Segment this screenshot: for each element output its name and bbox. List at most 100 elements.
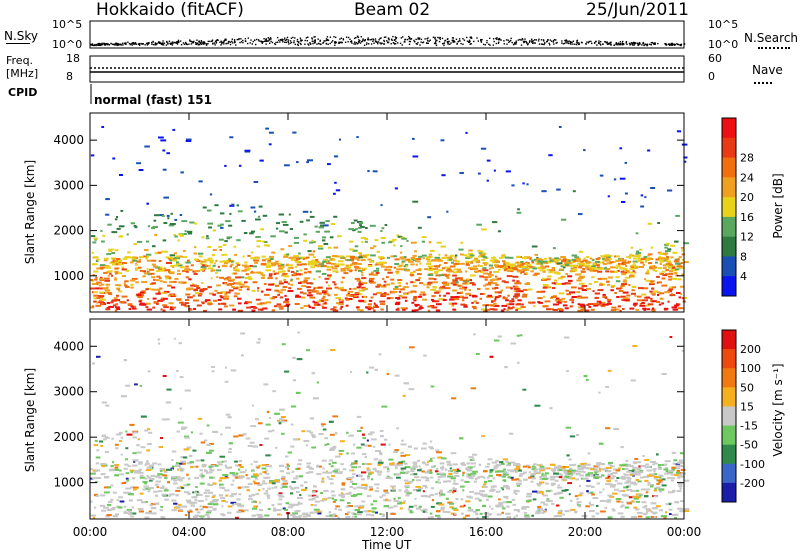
noise-point <box>372 38 374 40</box>
velocity-cell <box>429 471 433 474</box>
noise-point <box>452 41 454 43</box>
velocity-cell <box>408 509 413 512</box>
power-cell <box>494 286 499 289</box>
power-cell <box>542 295 546 298</box>
velocity-cell <box>513 491 516 494</box>
power-cell <box>580 260 584 263</box>
velocity-cell <box>555 515 558 518</box>
noise-point <box>311 37 313 39</box>
power-cell <box>459 262 465 265</box>
power-cell <box>138 256 144 259</box>
power-cell <box>588 306 592 308</box>
power-cell <box>492 256 496 259</box>
velocity-cell <box>505 460 509 463</box>
power-cell <box>400 257 405 260</box>
power-cell <box>618 258 624 260</box>
noise-point <box>338 41 340 43</box>
power-cell <box>276 303 282 306</box>
power-cell <box>602 283 606 286</box>
power-cell <box>184 261 188 264</box>
velocity-cell <box>536 463 539 466</box>
velocity-cell <box>435 481 439 484</box>
power-cell <box>121 266 125 269</box>
power-cell <box>554 299 558 302</box>
noise-point <box>225 38 227 41</box>
power-cell <box>501 254 505 257</box>
power-cell <box>638 266 644 268</box>
beam-title: Beam 02 <box>354 0 431 20</box>
velocity-cell <box>379 513 382 515</box>
velocity-cell <box>476 476 480 479</box>
velocity-cell <box>322 471 328 474</box>
velocity-cell <box>431 465 435 468</box>
power-cell <box>646 296 651 299</box>
velocity-cell <box>502 501 508 504</box>
noise-point <box>456 42 458 45</box>
power-cell <box>523 273 528 275</box>
power-cell <box>142 275 146 278</box>
velocity-cell <box>636 467 640 470</box>
velocity-cell <box>324 498 327 501</box>
velocity-cell <box>404 485 410 488</box>
power-cell <box>514 293 520 296</box>
power-cell <box>619 257 623 260</box>
velocity-cell <box>544 467 551 470</box>
velocity-cell <box>292 512 298 515</box>
noise-point <box>345 36 348 38</box>
velocity-cell <box>549 407 553 410</box>
noise-point <box>633 42 636 44</box>
velocity-cell <box>301 430 306 433</box>
noise-point <box>105 43 108 45</box>
velocity-cell <box>510 470 514 473</box>
noise-point <box>227 40 230 43</box>
velocity-cell <box>205 511 212 514</box>
velocity-cell <box>452 468 457 471</box>
power-cell <box>196 304 202 307</box>
power-cell <box>412 137 415 140</box>
velocity-cell <box>462 474 465 477</box>
power-cell <box>630 275 635 278</box>
power-cell <box>592 290 595 293</box>
power-cell <box>362 255 367 258</box>
power-cell <box>345 298 350 301</box>
power-cell <box>612 261 616 263</box>
power-cell <box>583 257 586 260</box>
power-cell <box>308 271 312 274</box>
noise-point <box>680 43 683 45</box>
noise-point <box>269 42 271 44</box>
velocity-cell <box>571 471 575 474</box>
power-cell <box>672 308 678 311</box>
noise-point <box>638 42 641 44</box>
power-cell <box>200 260 207 263</box>
velocity-cell <box>277 513 281 516</box>
velocity-cell <box>412 461 418 464</box>
velocity-cell <box>430 457 433 460</box>
noise-point <box>444 40 446 42</box>
power-cell <box>151 276 156 279</box>
power-cell <box>491 221 498 224</box>
noise-point <box>281 38 283 40</box>
power-cell <box>163 196 169 199</box>
noise-point <box>434 36 436 39</box>
noise-point <box>142 43 144 45</box>
power-cell <box>623 262 630 264</box>
velocity-cell <box>199 515 205 518</box>
power-cell <box>169 308 175 311</box>
power-cell <box>515 297 518 299</box>
velocity-cell <box>431 499 434 502</box>
power-cell <box>471 294 477 297</box>
noise-point <box>284 37 286 39</box>
power-cell <box>220 302 227 305</box>
noise-point <box>598 41 600 44</box>
power-cell <box>646 270 650 273</box>
power-cell <box>246 306 251 309</box>
velocity-cell <box>203 491 208 494</box>
noise-point <box>509 40 511 43</box>
power-cell <box>451 257 454 260</box>
power-cell <box>446 210 449 213</box>
power-cell <box>182 256 188 259</box>
velocity-cell <box>261 467 267 470</box>
velocity-cell <box>306 465 310 468</box>
velocity-cell <box>609 477 612 480</box>
power-cell <box>397 279 403 281</box>
